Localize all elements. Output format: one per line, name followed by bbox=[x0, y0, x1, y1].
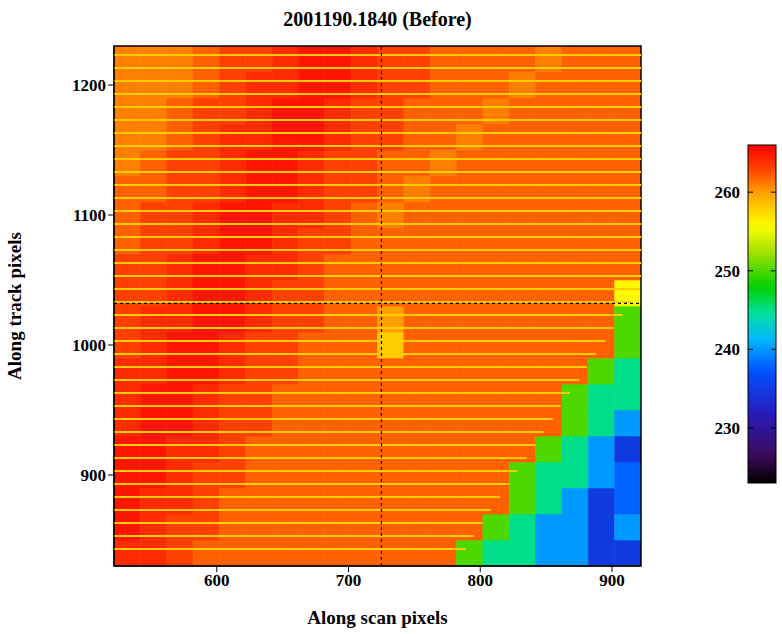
svg-text:260: 260 bbox=[715, 183, 741, 202]
svg-text:900: 900 bbox=[599, 571, 625, 590]
svg-text:250: 250 bbox=[715, 262, 741, 281]
svg-text:1200: 1200 bbox=[72, 76, 106, 95]
svg-text:Along track pixels: Along track pixels bbox=[4, 232, 25, 380]
html-text:2001190.1840 (Before): 2001190.1840 (Before) bbox=[283, 8, 472, 30]
svg-text:230: 230 bbox=[715, 419, 741, 438]
svg-text:240: 240 bbox=[715, 340, 741, 359]
svg-text:700: 700 bbox=[336, 571, 362, 590]
svg-text:Along scan pixels: Along scan pixels bbox=[307, 607, 447, 628]
svg-text:1100: 1100 bbox=[73, 206, 106, 225]
svg-text:600: 600 bbox=[204, 571, 230, 590]
svg-text:900: 900 bbox=[81, 466, 107, 485]
svg-text:1000: 1000 bbox=[72, 336, 106, 355]
svg-text:800: 800 bbox=[468, 571, 494, 590]
